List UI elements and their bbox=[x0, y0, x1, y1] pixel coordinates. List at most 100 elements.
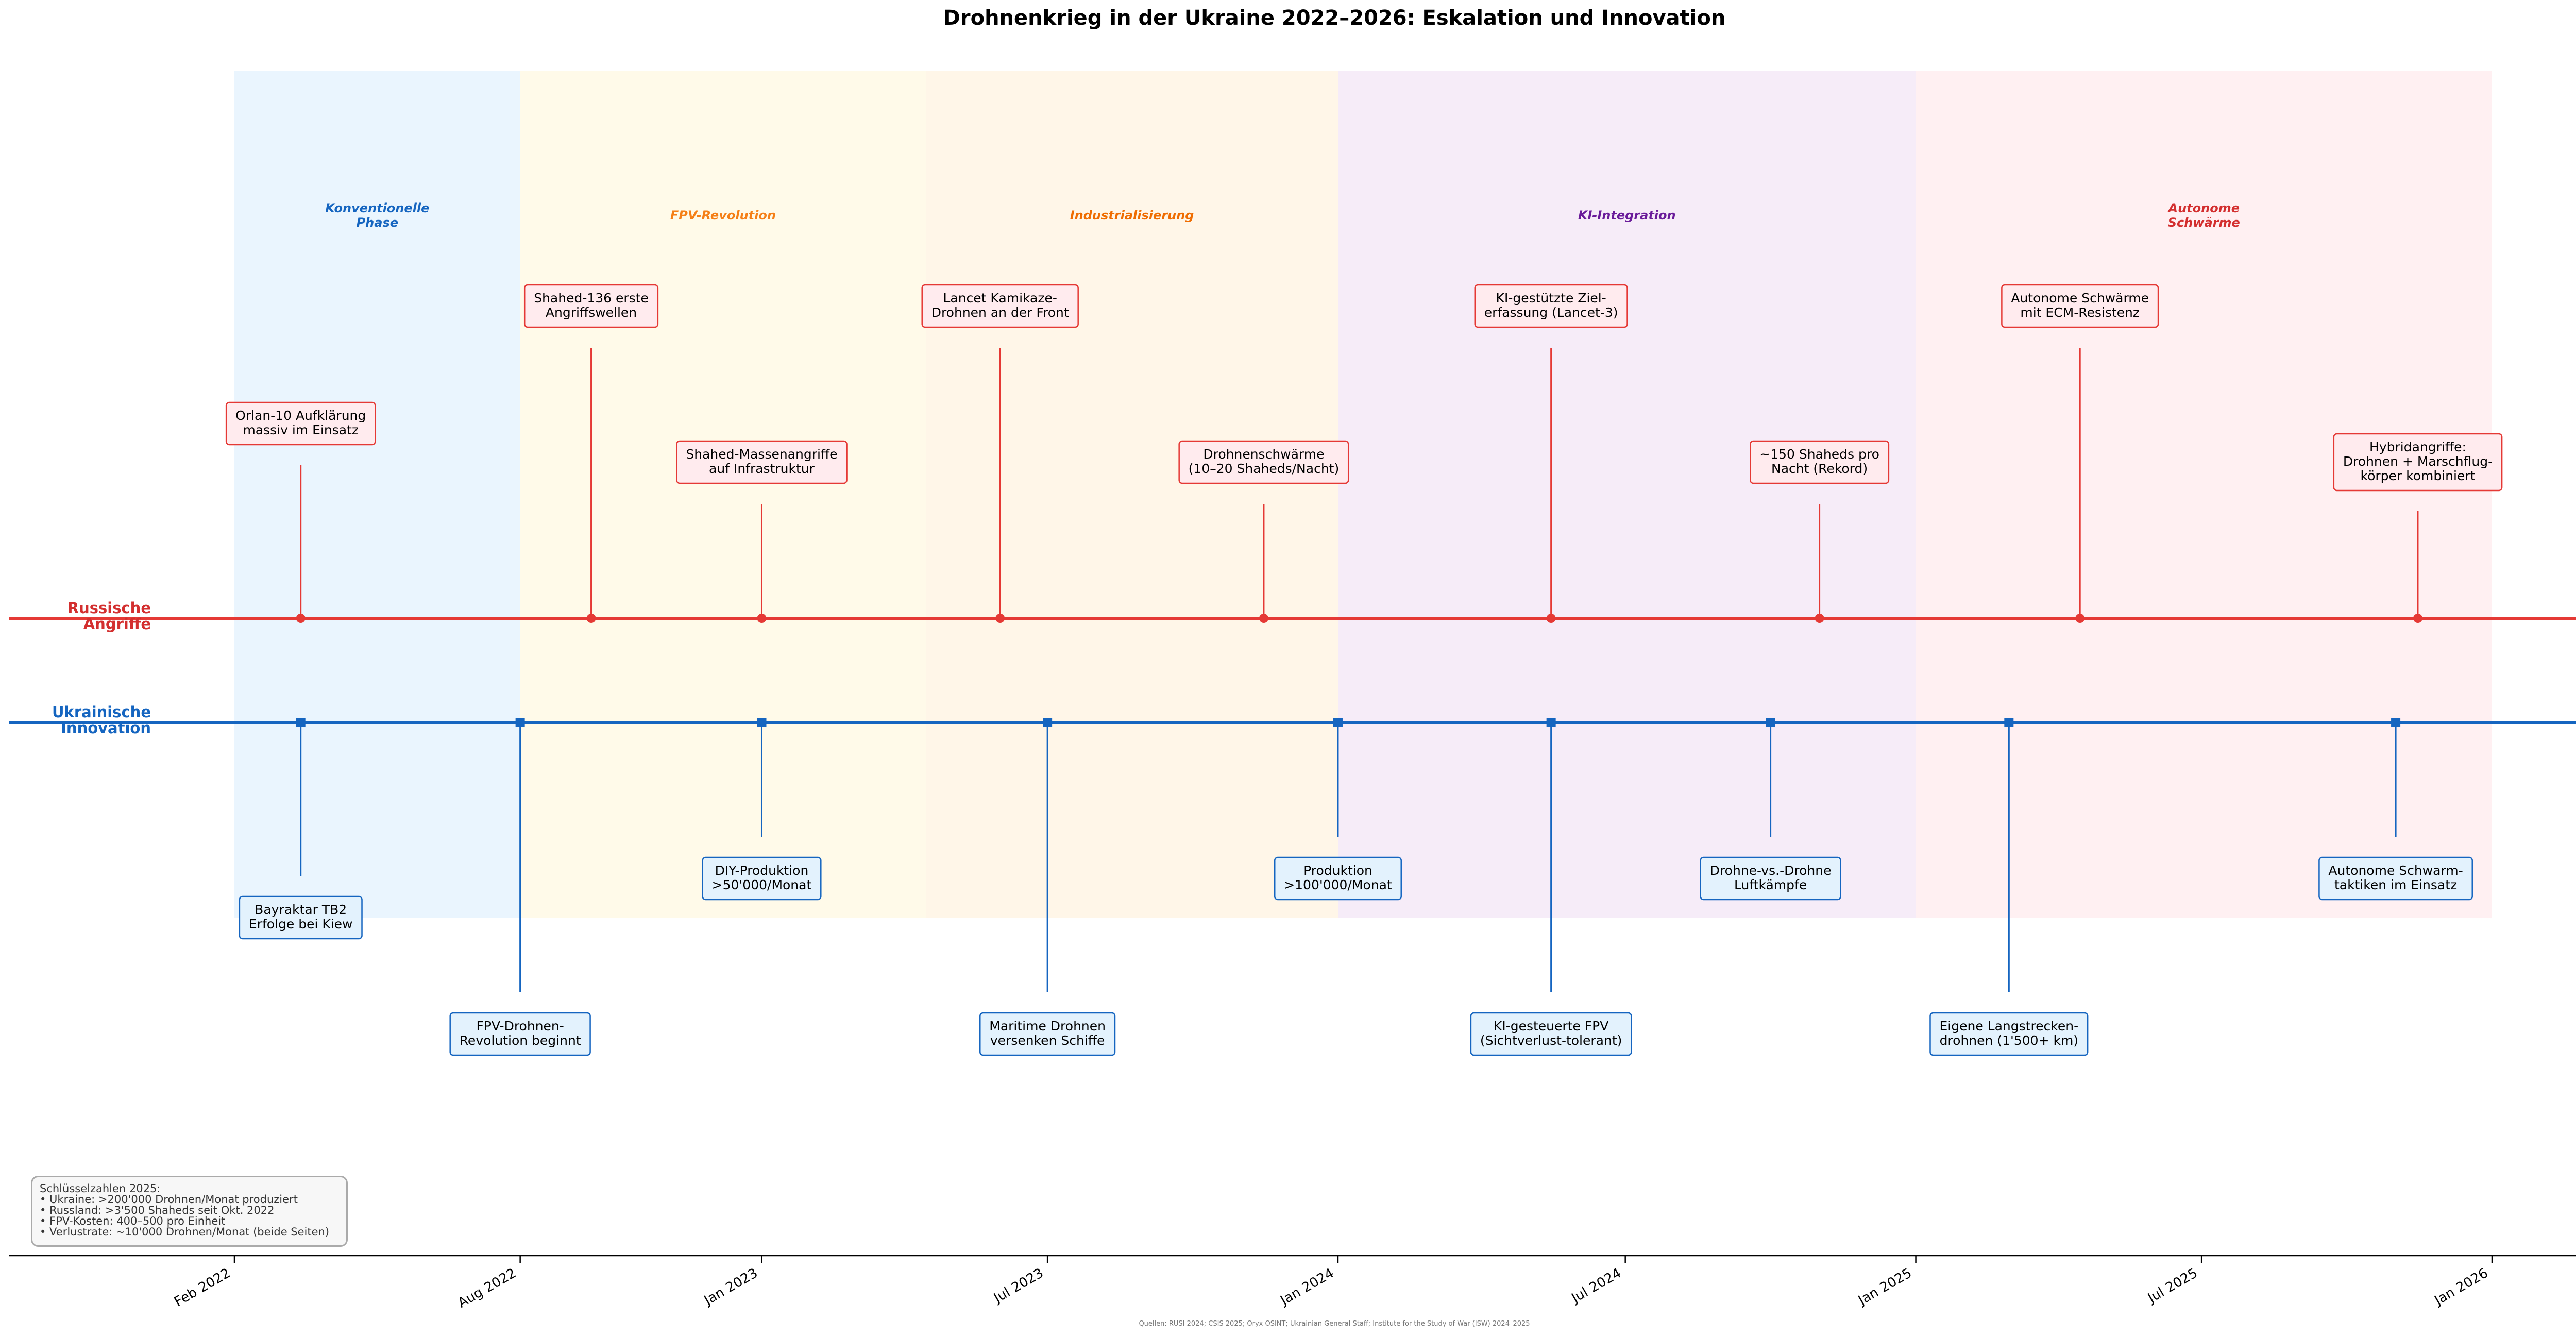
event-marker bbox=[2413, 614, 2422, 623]
event-label-line: FPV-Drohnen- bbox=[476, 1019, 564, 1034]
event-label-line: Shahed-Massenangriffe bbox=[686, 447, 837, 462]
phase-label: Autonome Schwärme bbox=[2167, 201, 2240, 230]
event-label: Drohne-vs.-Drohne Luftkämpfe bbox=[1710, 863, 1832, 892]
chart-title: Drohnenkrieg in der Ukraine 2022–2026: E… bbox=[943, 6, 1726, 30]
event-label: Hybridangriffe: Drohnen + Marschflug-körp… bbox=[2343, 439, 2493, 483]
event-box bbox=[921, 284, 1079, 328]
key-figures-heading: Schlüsselzahlen 2025: bbox=[40, 1182, 161, 1195]
phase-label-line: Schwärme bbox=[2168, 215, 2240, 230]
event-label: ~150 Shaheds pro Nacht (Rekord) bbox=[1759, 447, 1879, 476]
x-tick-label: Aug 2022 bbox=[455, 1265, 519, 1311]
phase-band bbox=[1916, 71, 2492, 918]
series-label-line: Innovation bbox=[61, 719, 151, 737]
x-axis: Feb 2022 Aug 2022 Jan 2023 Jul 2023 Jan 2024… bbox=[9, 1255, 2576, 1311]
series-label-line: Ukrainische bbox=[52, 703, 151, 721]
phase-label-line: Autonome bbox=[2167, 201, 2240, 215]
event-label-line: Eigene Langstrecken- bbox=[1939, 1019, 2078, 1034]
event-label-line: körper kombiniert bbox=[2361, 468, 2476, 483]
key-figure-line: • Russland: >3'500 Shaheds seit Okt. 202… bbox=[40, 1204, 275, 1216]
phase-label: Industrialisierung bbox=[1070, 208, 1194, 223]
event-label-line: taktiken im Einsatz bbox=[2334, 877, 2457, 892]
event-label-line: Orlan-10 Aufklärung bbox=[235, 408, 366, 423]
event-label: FPV-Drohnen-Revolution beginnt bbox=[460, 1019, 581, 1048]
event-label-line: Nacht (Rekord) bbox=[1771, 461, 1868, 476]
event-marker bbox=[2391, 718, 2401, 727]
event-label: Autonome Schwarm-taktiken im Einsatz bbox=[2328, 863, 2463, 892]
event-box bbox=[1929, 1012, 2089, 1056]
series-label: Ukrainische Innovation bbox=[52, 703, 151, 737]
event-label-line: Bayraktar TB2 bbox=[255, 902, 347, 917]
event-label: Autonome Schwärme mit ECM-Resistenz bbox=[2011, 291, 2149, 320]
event-marker bbox=[2004, 718, 2014, 727]
event-label-line: massiv im Einsatz bbox=[243, 422, 359, 437]
phase-label: KI-Integration bbox=[1578, 208, 1676, 223]
event-label-line: Drohnenschwärme bbox=[1203, 447, 1324, 462]
event-box bbox=[2318, 856, 2473, 901]
phase-label-line: FPV-Revolution bbox=[670, 208, 776, 223]
event-label: Drohnenschwärme (10–20 Shaheds/Nacht) bbox=[1189, 447, 1340, 476]
event-label-line: drohnen (1'500+ km) bbox=[1940, 1033, 2078, 1048]
phase-bands: Konventionelle Phase FPV-Revolution Industr… bbox=[234, 71, 2492, 918]
event-marker bbox=[757, 614, 767, 623]
event-marker bbox=[1815, 614, 1824, 623]
event-stems bbox=[300, 348, 2419, 992]
phase-band bbox=[234, 71, 520, 918]
event-box bbox=[1178, 440, 1349, 484]
event-label-line: Autonome Schwarm- bbox=[2328, 863, 2463, 878]
key-figure-line: • FPV-Kosten: 400–500 pro Einheit bbox=[40, 1215, 226, 1227]
event-box bbox=[979, 1012, 1116, 1056]
event-label: Shahed-Massenangriffe auf Infrastruktur bbox=[686, 447, 837, 476]
x-tick-label: Jan 2023 bbox=[701, 1265, 760, 1309]
event-label: KI-gestützte Ziel-erfassung (Lancet-3) bbox=[1484, 291, 1618, 320]
key-figures-box: Schlüsselzahlen 2025: • Ukraine: >200'00… bbox=[31, 1176, 348, 1247]
phase-label-line: Industrialisierung bbox=[1070, 208, 1194, 223]
event-marker bbox=[586, 614, 596, 623]
event-label-line: Luftkämpfe bbox=[1734, 877, 1807, 892]
event-label: KI-gesteuerte FPV (Sichtverlust-tolerant) bbox=[1480, 1019, 1622, 1048]
event-box bbox=[239, 895, 363, 940]
event-label-line: mit ECM-Resistenz bbox=[2020, 305, 2140, 320]
x-tick-label: Jul 2025 bbox=[2144, 1265, 2200, 1307]
series-label-line: Russische bbox=[67, 599, 151, 617]
event-label-line: (Sichtverlust-tolerant) bbox=[1480, 1033, 1622, 1048]
series-label: Russische Angriffe bbox=[67, 599, 151, 633]
event-label-line: Autonome Schwärme bbox=[2011, 291, 2149, 306]
event-labels: Orlan-10 Aufklärung massiv im Einsatz Shah… bbox=[225, 284, 2503, 1056]
event-marker bbox=[2075, 614, 2085, 623]
event-label-line: Drohnen an der Front bbox=[931, 305, 1069, 320]
event-label-line: ~150 Shaheds pro bbox=[1759, 447, 1879, 462]
event-box bbox=[676, 440, 848, 484]
event-box bbox=[1274, 856, 1402, 901]
event-label-line: Maritime Drohnen bbox=[989, 1019, 1106, 1034]
event-label-line: auf Infrastruktur bbox=[709, 461, 815, 476]
event-box bbox=[1470, 1012, 1632, 1056]
event-label-line: DIY-Produktion bbox=[715, 863, 809, 878]
event-label: Produktion >100'000/Monat bbox=[1284, 863, 1392, 892]
event-label-line: Drohne-vs.-Drohne bbox=[1710, 863, 1832, 878]
event-label-line: >100'000/Monat bbox=[1284, 877, 1392, 892]
event-marker bbox=[995, 614, 1005, 623]
event-box bbox=[1750, 440, 1890, 484]
phase-label-line: KI-Integration bbox=[1578, 208, 1676, 223]
event-marker bbox=[1546, 718, 1556, 727]
event-box bbox=[2333, 433, 2503, 492]
phase-band bbox=[520, 71, 926, 918]
event-label-line: KI-gestützte Ziel- bbox=[1496, 291, 1606, 306]
event-label: Bayraktar TB2 Erfolge bei Kiew bbox=[249, 902, 353, 931]
phase-band bbox=[926, 71, 1338, 918]
source-note: Quellen: RUSI 2024; CSIS 2025; Oryx OSIN… bbox=[1139, 1320, 1530, 1328]
event-label: Shahed-136 erste Angriffswellen bbox=[534, 291, 649, 320]
phase-label-line: Konventionelle bbox=[325, 201, 429, 215]
event-label-line: Hybridangriffe: bbox=[2369, 439, 2466, 454]
event-label-line: erfassung (Lancet-3) bbox=[1484, 305, 1618, 320]
event-box bbox=[225, 401, 376, 446]
event-box bbox=[449, 1012, 591, 1056]
event-marker bbox=[1766, 718, 1775, 727]
event-label-line: Lancet Kamikaze- bbox=[943, 291, 1057, 306]
event-marker bbox=[515, 718, 525, 727]
event-marker bbox=[1546, 614, 1556, 623]
series-label-line: Angriffe bbox=[83, 615, 151, 633]
event-label: Maritime Drohnen versenken Schiffe bbox=[989, 1019, 1106, 1048]
x-tick-label: Jan 2025 bbox=[1855, 1265, 1914, 1309]
